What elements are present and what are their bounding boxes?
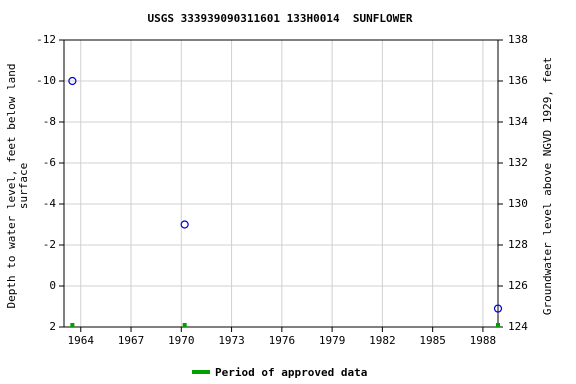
x-tick-label: 1982	[369, 334, 396, 347]
data-point	[68, 76, 77, 86]
y-tick-label: -2	[43, 238, 56, 251]
approved-period	[70, 323, 75, 327]
y-tick-label: -4	[43, 197, 57, 210]
y-axis-label: surface	[17, 163, 30, 209]
y2-tick-label: 132	[508, 156, 528, 169]
y2-tick-label: 124	[508, 320, 528, 333]
y-tick-label: -8	[43, 115, 56, 128]
x-tick-label: 1970	[168, 334, 195, 347]
y2-tick-label: 128	[508, 238, 528, 251]
y-axis-label: Depth to water level, feet below land	[5, 63, 18, 308]
approved-period	[182, 323, 187, 327]
y-tick-label: -10	[36, 74, 56, 87]
approved-period	[496, 323, 500, 327]
y-tick-label: 2	[49, 320, 56, 333]
x-tick-label: 1967	[118, 334, 145, 347]
plot-frame	[63, 39, 499, 328]
y-tick-label: -12	[36, 33, 56, 46]
y2-tick-label: 130	[508, 197, 528, 210]
y2-axis-label: Groundwater level above NGVD 1929, feet	[541, 57, 554, 315]
data-point	[493, 304, 503, 313]
x-tick-label: 1964	[68, 334, 95, 347]
y2-tick-label: 134	[508, 115, 528, 128]
x-tick-label: 1985	[419, 334, 446, 347]
y2-tick-label: 126	[508, 279, 528, 292]
y-tick-label: -6	[43, 156, 56, 169]
x-tick-label: 1979	[319, 334, 346, 347]
legend-label: Period of approved data	[215, 366, 367, 379]
y2-tick-label: 138	[508, 33, 528, 46]
y-tick-label: 0	[49, 279, 56, 292]
data-point	[180, 220, 189, 229]
chart-title: USGS 333939090311601 133H0014 SUNFLOWER	[148, 12, 413, 25]
x-tick-label: 1976	[269, 334, 296, 347]
x-tick-label: 1988	[470, 334, 497, 347]
x-tick-label: 1973	[218, 334, 245, 347]
y2-tick-label: 136	[508, 74, 528, 87]
